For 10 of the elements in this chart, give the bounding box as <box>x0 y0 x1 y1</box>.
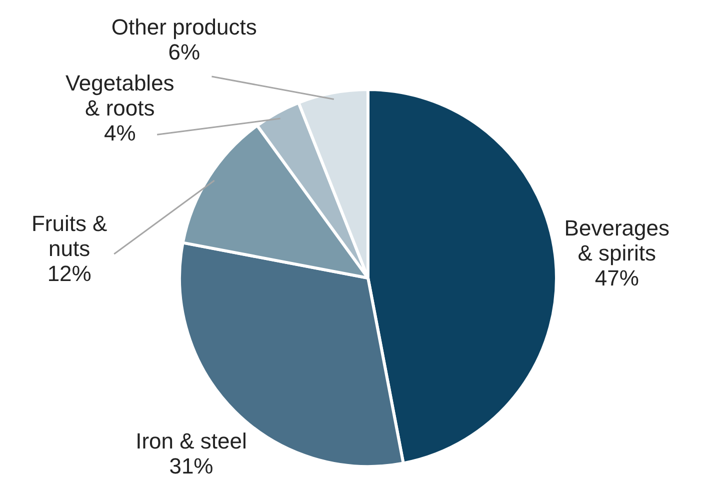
slice-label: Vegetables & roots <box>65 70 174 120</box>
slice-label: Fruits & nuts <box>31 210 108 261</box>
data-label: 31% <box>169 453 214 478</box>
data-label: 6% <box>168 40 200 65</box>
data-label: 4% <box>104 120 136 146</box>
data-label: 47% <box>594 266 639 291</box>
slice-label: Other products <box>111 14 257 40</box>
slice-label: Iron & steel <box>136 428 247 454</box>
slice-label: Beverages & spirits <box>564 216 670 266</box>
data-label: 12% <box>47 260 92 286</box>
